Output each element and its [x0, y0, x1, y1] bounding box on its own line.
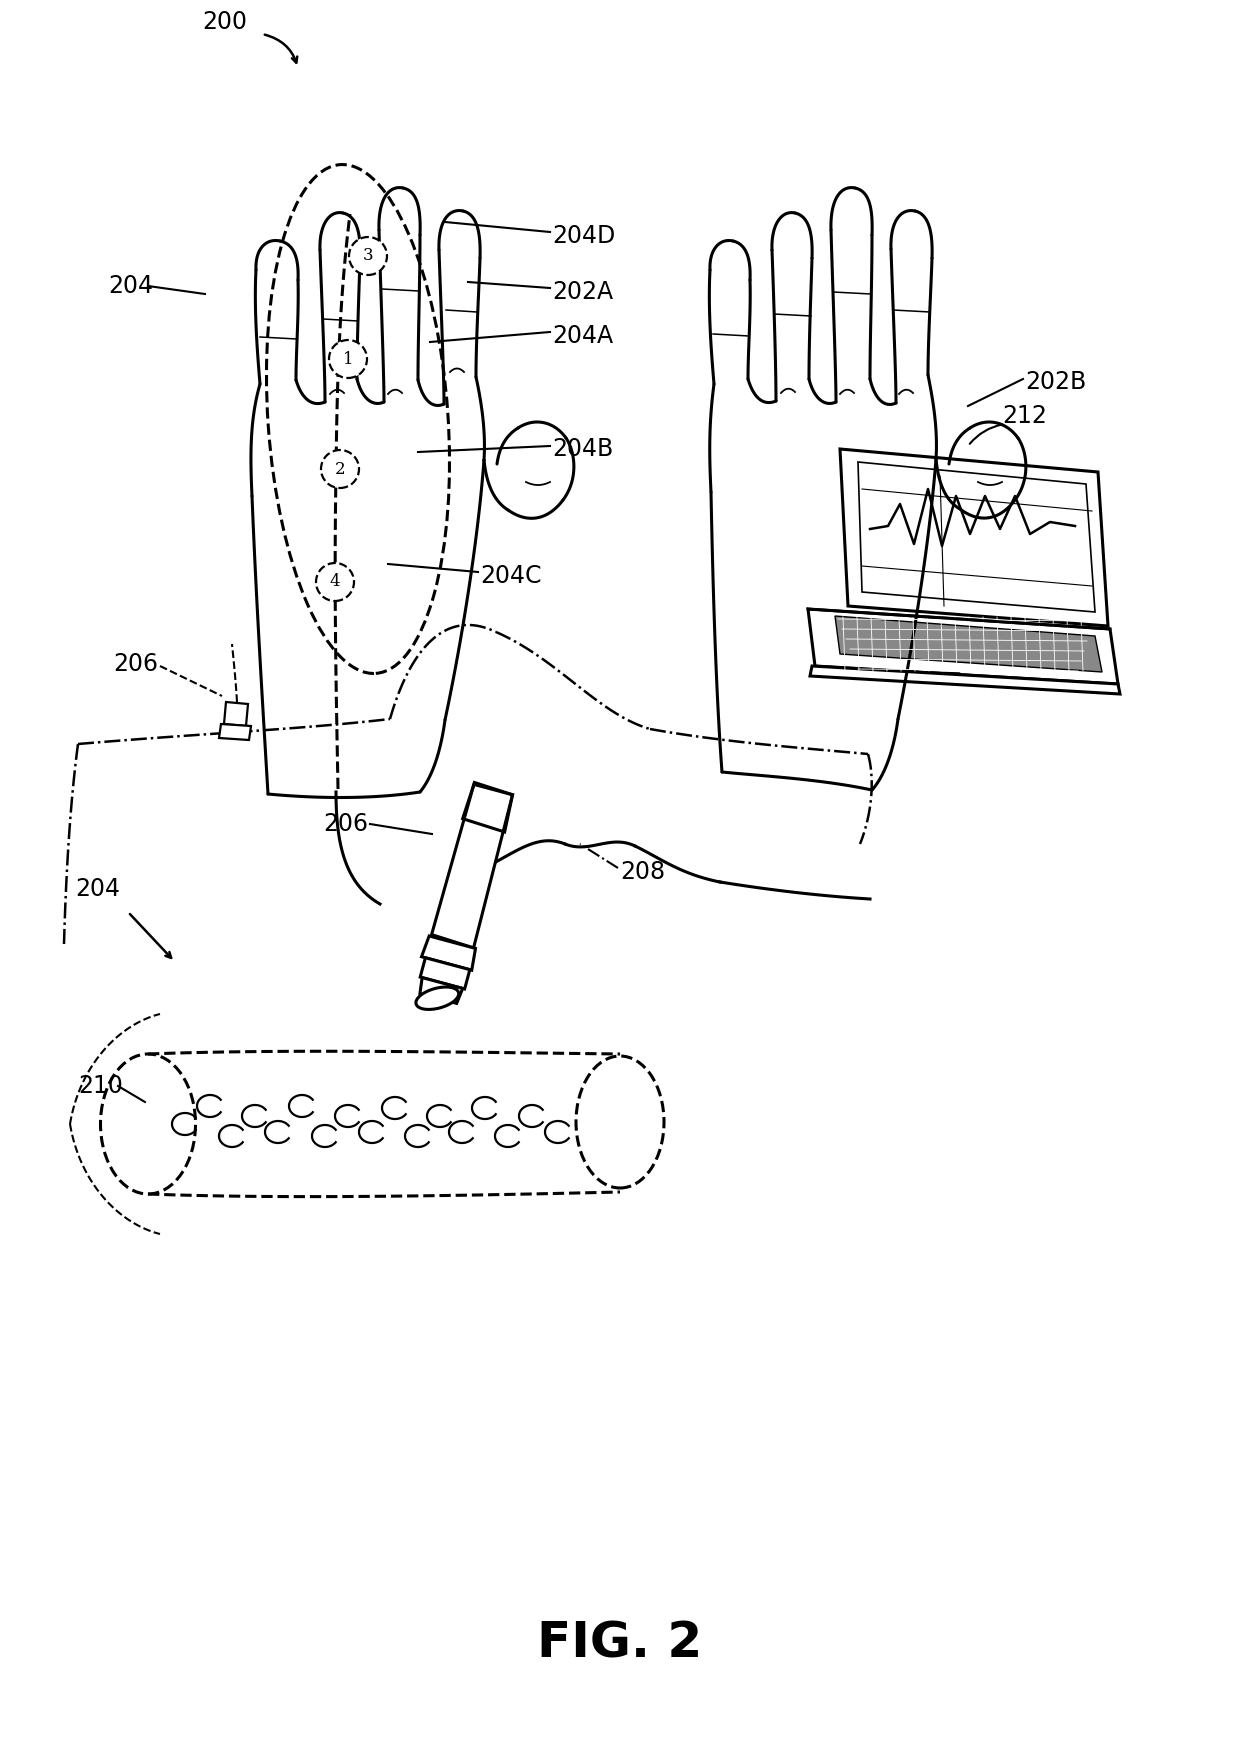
Text: 204: 204 — [108, 274, 153, 298]
Text: 202A: 202A — [552, 281, 613, 303]
Text: 202B: 202B — [1025, 370, 1086, 394]
Text: 206: 206 — [322, 813, 368, 835]
Text: FIG. 2: FIG. 2 — [537, 1620, 703, 1667]
Circle shape — [316, 563, 353, 602]
Text: 3: 3 — [362, 248, 373, 265]
Circle shape — [329, 340, 367, 378]
Text: 2: 2 — [335, 460, 345, 478]
Text: 212: 212 — [1002, 405, 1047, 427]
Polygon shape — [808, 609, 1118, 684]
Polygon shape — [900, 671, 960, 680]
Polygon shape — [420, 957, 470, 989]
Polygon shape — [420, 978, 463, 1003]
Polygon shape — [858, 462, 1095, 612]
Text: 204C: 204C — [480, 563, 542, 588]
Circle shape — [321, 450, 360, 488]
Polygon shape — [810, 666, 1120, 694]
Text: 208: 208 — [620, 860, 665, 884]
Polygon shape — [839, 448, 1109, 626]
Polygon shape — [219, 724, 250, 739]
Text: 204B: 204B — [552, 438, 614, 460]
Polygon shape — [224, 703, 248, 726]
Polygon shape — [432, 783, 512, 949]
Polygon shape — [835, 616, 1102, 671]
Polygon shape — [422, 937, 475, 970]
Text: 204: 204 — [74, 877, 120, 902]
Text: 204A: 204A — [552, 324, 613, 349]
Text: 4: 4 — [330, 574, 340, 591]
Circle shape — [348, 237, 387, 276]
Text: 204D: 204D — [552, 223, 615, 248]
Text: 200: 200 — [202, 10, 247, 33]
Text: 210: 210 — [78, 1074, 123, 1099]
Text: 206: 206 — [113, 652, 157, 677]
Text: 1: 1 — [342, 351, 353, 368]
Ellipse shape — [415, 987, 459, 1010]
